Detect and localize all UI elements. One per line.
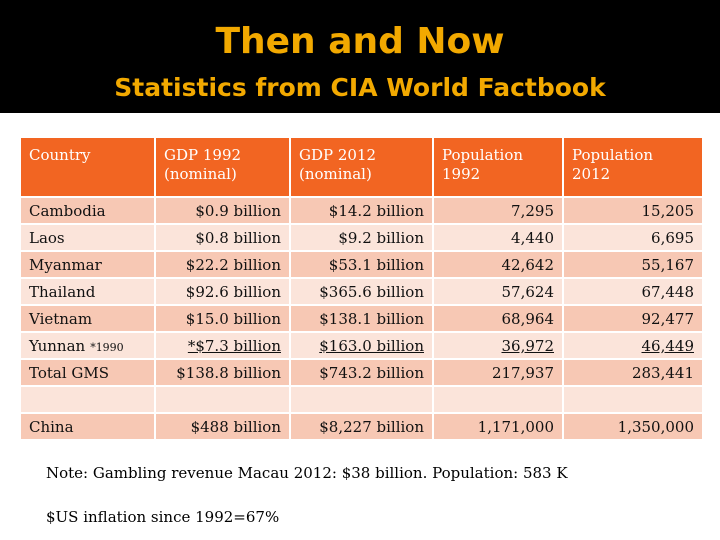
gdp-1992-cell (154, 385, 291, 414)
gdp-1992-cell: $488 billion (154, 412, 291, 441)
gdp-2012-value: $163.0 billion (319, 336, 424, 355)
gdp-2012-cell: $8,227 billion (289, 412, 434, 441)
table-row: Vietnam $15.0 billion $138.1 billion 68,… (19, 304, 704, 333)
population-1992-cell: 42,642 (432, 250, 564, 279)
country-name: Yunnan (29, 336, 86, 355)
population-2012-cell: 67,448 (562, 277, 704, 306)
table-row: Yunnan *1990 *$7.3 billion $163.0 billion… (19, 331, 704, 360)
slide-subtitle: Statistics from CIA World Factbook (114, 73, 606, 102)
population-1992-cell: 7,295 (432, 196, 564, 225)
country-cell: Yunnan *1990 (19, 331, 156, 360)
gdp-2012-cell: $743.2 billion (289, 358, 434, 387)
gdp-2012-cell: $53.1 billion (289, 250, 434, 279)
population-2012-cell: 6,695 (562, 223, 704, 252)
country-cell: Thailand (19, 277, 156, 306)
population-2012-cell: 15,205 (562, 196, 704, 225)
gdp-1992-value: *$7.3 billion (187, 336, 281, 355)
country-cell: Total GMS (19, 358, 156, 387)
gdp-1992-cell: $0.8 billion (154, 223, 291, 252)
gdp-1992-cell: $0.9 billion (154, 196, 291, 225)
population-2012-cell: 1,350,000 (562, 412, 704, 441)
country-cell: Vietnam (19, 304, 156, 333)
country-cell: Cambodia (19, 196, 156, 225)
country-cell: Laos (19, 223, 156, 252)
gdp-1992-cell: $138.8 billion (154, 358, 291, 387)
table-header-row: Country GDP 1992 (nominal) GDP 2012 (nom… (19, 136, 704, 198)
gdp-1992-cell: $22.2 billion (154, 250, 291, 279)
gdp-1992-cell: $15.0 billion (154, 304, 291, 333)
column-header-country: Country (19, 136, 156, 198)
population-1992-cell: 4,440 (432, 223, 564, 252)
table-row: Laos $0.8 billion $9.2 billion 4,440 6,6… (19, 223, 704, 252)
country-footnote: *1990 (90, 340, 124, 354)
gdp-2012-cell: $9.2 billion (289, 223, 434, 252)
column-header-population-2012: Population 2012 (562, 136, 704, 198)
country-cell: Myanmar (19, 250, 156, 279)
table-row: Cambodia $0.9 billion $14.2 billion 7,29… (19, 196, 704, 225)
table-row-total: Total GMS $138.8 billion $743.2 billion … (19, 358, 704, 387)
table-row: China $488 billion $8,227 billion 1,171,… (19, 412, 704, 441)
population-1992-value: 36,972 (501, 336, 555, 355)
slide-title: Then and Now (215, 21, 505, 62)
table-row: Myanmar $22.2 billion $53.1 billion 42,6… (19, 250, 704, 279)
column-header-gdp-1992: GDP 1992 (nominal) (154, 136, 291, 198)
population-2012-cell: 92,477 (562, 304, 704, 333)
population-2012-cell: 46,449 (562, 331, 704, 360)
population-1992-cell: 36,972 (432, 331, 564, 360)
country-cell: China (19, 412, 156, 441)
table-row: Thailand $92.6 billion $365.6 billion 57… (19, 277, 704, 306)
gdp-2012-cell: $138.1 billion (289, 304, 434, 333)
gdp-2012-cell: $14.2 billion (289, 196, 434, 225)
population-1992-cell (432, 385, 564, 414)
gdp-2012-cell: $365.6 billion (289, 277, 434, 306)
population-2012-value: 46,449 (641, 336, 695, 355)
population-1992-cell: 57,624 (432, 277, 564, 306)
population-1992-cell: 1,171,000 (432, 412, 564, 441)
population-1992-cell: 217,937 (432, 358, 564, 387)
macau-note: Note: Gambling revenue Macau 2012: $38 b… (46, 464, 568, 482)
population-2012-cell (562, 385, 704, 414)
population-1992-cell: 68,964 (432, 304, 564, 333)
inflation-note: $US inflation since 1992=67% (46, 508, 280, 526)
column-header-population-1992: Population 1992 (432, 136, 564, 198)
gdp-1992-cell: $92.6 billion (154, 277, 291, 306)
statistics-table: Country GDP 1992 (nominal) GDP 2012 (nom… (19, 136, 704, 441)
table-row-empty (19, 385, 704, 414)
slide-header: Then and Now Statistics from CIA World F… (0, 0, 720, 113)
gdp-1992-cell: *$7.3 billion (154, 331, 291, 360)
population-2012-cell: 55,167 (562, 250, 704, 279)
country-cell (19, 385, 156, 414)
gdp-2012-cell: $163.0 billion (289, 331, 434, 360)
population-2012-cell: 283,441 (562, 358, 704, 387)
column-header-gdp-2012: GDP 2012 (nominal) (289, 136, 434, 198)
gdp-2012-cell (289, 385, 434, 414)
